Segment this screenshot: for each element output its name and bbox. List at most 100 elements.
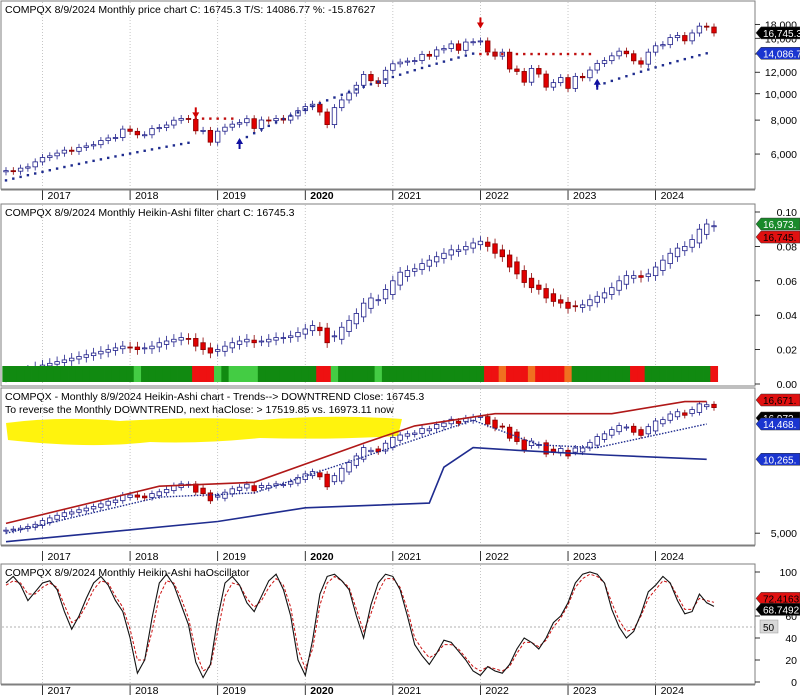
filter-candle [149, 345, 155, 350]
trailing-stop-dot [603, 82, 606, 85]
filter-candle [339, 326, 345, 340]
filter-candle [266, 338, 272, 343]
value-tag-label: 16,671. [763, 396, 796, 407]
price-candle [412, 60, 418, 62]
trailing-stop-dot [384, 78, 387, 81]
filter-state-cell [484, 366, 492, 382]
value-tag-box [755, 453, 800, 466]
filter-candle [47, 362, 53, 367]
x-tick-label: 2022 [485, 190, 509, 202]
ha-candle [390, 436, 396, 448]
filter-candle [550, 293, 557, 302]
filter-candle [185, 338, 192, 340]
x-tick-label: 2018 [135, 685, 159, 697]
ha-candle [579, 447, 586, 453]
filter-candle [273, 337, 279, 341]
trailing-stop-dot [318, 102, 322, 105]
price-candle [711, 26, 717, 34]
x-tick-label: 2023 [573, 551, 597, 563]
price-candle [485, 40, 491, 53]
trailing-stop-dot [85, 161, 88, 164]
filter-state-cell [695, 366, 704, 382]
price-candle [193, 119, 199, 132]
price-candle [477, 40, 484, 43]
filter-state-cell [272, 366, 281, 382]
filter-state-cell [637, 366, 646, 382]
value-tag-box [755, 230, 800, 244]
filter-candle [353, 313, 360, 325]
price-candle [390, 63, 396, 71]
price-candle [39, 157, 46, 163]
ha-candle [69, 511, 75, 515]
price-candle [689, 32, 695, 42]
ha-trend-title: COMPQX - Monthly 8/9/2024 Heikin-Ashi ch… [5, 391, 424, 403]
filter-state-cell [535, 366, 543, 382]
filter-candle [215, 349, 221, 352]
ha-filter-panel-frame [0, 203, 756, 387]
x-tick-label: 2022 [485, 551, 509, 563]
trailing-stop-dot [552, 52, 555, 56]
trailing-stop-dot [55, 167, 59, 170]
y-tick-label: 0.04 [777, 310, 798, 322]
filter-state-cell [710, 366, 719, 382]
price-candle [32, 161, 38, 168]
upper-band-line [5, 400, 707, 525]
trailing-stop-dot [282, 117, 285, 121]
ha-candle [105, 500, 111, 506]
filter-candle [660, 259, 666, 271]
price-candle [215, 130, 221, 143]
trailing-stop-dot [26, 173, 30, 177]
ha-candle [499, 425, 505, 428]
trailing-stop-dot [63, 165, 66, 169]
ha-candle [10, 528, 16, 531]
filter-state-cell [53, 366, 62, 382]
ha-candle [485, 416, 491, 425]
ha-filter-title: COMPQX 8/9/2024 Monthly Heikin-Ashi filt… [5, 207, 295, 219]
ha-candle [514, 431, 520, 442]
ha-candle [397, 434, 403, 441]
price-candle [83, 145, 89, 148]
filter-candle [638, 275, 644, 278]
value-tag-label: 14,468. [763, 420, 796, 431]
price-candle [419, 53, 425, 61]
filter-candle [193, 338, 199, 347]
filter-state-cell [673, 366, 682, 382]
filter-candle [689, 239, 695, 248]
ha-candle [163, 489, 170, 494]
filter-state-cell [505, 366, 514, 382]
trailing-stop-dot [639, 70, 643, 73]
price-candle [266, 119, 272, 122]
ha-candle [682, 412, 688, 416]
filter-state-cell [381, 366, 390, 382]
filter-state-cell [82, 366, 91, 382]
filter-state-cell [564, 366, 573, 382]
buy-signal-arrow [236, 137, 244, 149]
filter-candle [368, 297, 374, 309]
value-tag-box [755, 47, 800, 60]
ha-candle [711, 403, 717, 408]
ha-candle [251, 485, 257, 492]
trailing-stop-dot [559, 52, 562, 56]
ha-candle [616, 425, 622, 433]
ha-candle [660, 419, 666, 425]
trailing-stop-dot [121, 153, 124, 157]
ha-candle [645, 426, 651, 435]
filter-candle [390, 280, 396, 295]
filter-state-cell [600, 366, 609, 382]
price-candle [346, 92, 352, 101]
price-candle [558, 77, 564, 84]
price-candle [134, 130, 141, 136]
filter-state-cell [243, 366, 251, 382]
trailing-stop-dot [304, 108, 307, 111]
price-candle [616, 50, 622, 57]
filter-state-cell [703, 366, 711, 382]
y-tick-label: 12,000 [765, 67, 797, 79]
price-candle [521, 71, 527, 83]
trailing-stop-dot [187, 141, 190, 144]
filter-state-cell [16, 366, 25, 382]
osc-main-line [5, 571, 715, 679]
trailing-stop-dot [158, 146, 161, 150]
trailing-stop-dot [223, 117, 227, 120]
price-candle [674, 35, 681, 39]
filter-state-cell [97, 366, 105, 382]
